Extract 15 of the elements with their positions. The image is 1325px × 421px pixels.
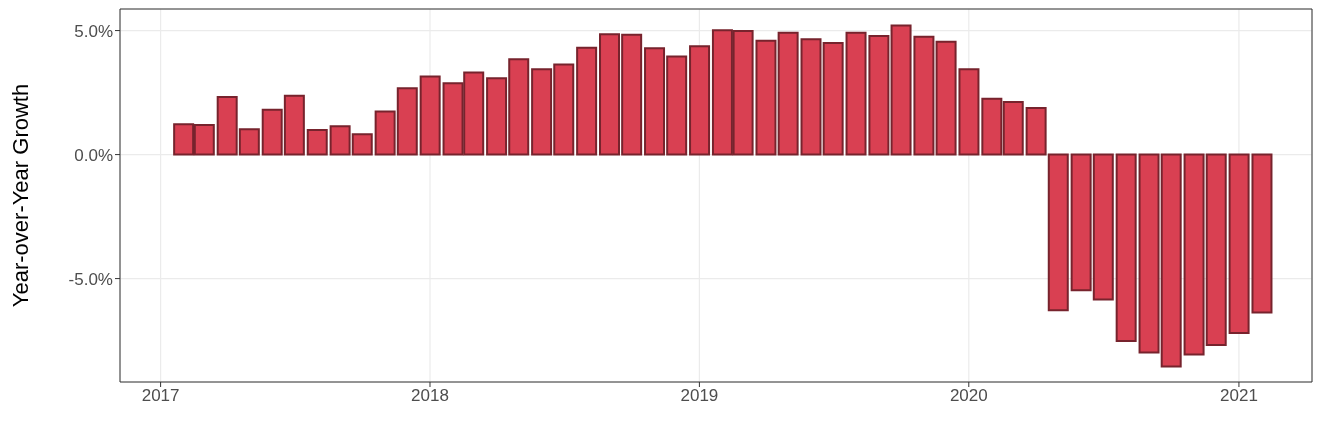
x-tick-label: 2019 [680,386,719,406]
y-tick-label: 0.0% [74,145,113,165]
x-tick-label: 2017 [141,386,180,406]
y-tick-label: 5.0% [74,21,113,41]
y-axis-title: Year-over-Year Growth [7,83,33,308]
bar [1115,153,1137,343]
bar [419,75,441,156]
x-tick-label: 2020 [949,386,988,406]
x-tick-label: 2018 [411,386,449,406]
bar [306,129,328,156]
y-tick-label: -5.0% [68,269,113,289]
x-tick-label: 2021 [1220,386,1258,406]
bar [689,45,711,156]
bar [576,46,598,156]
bar [777,31,799,156]
